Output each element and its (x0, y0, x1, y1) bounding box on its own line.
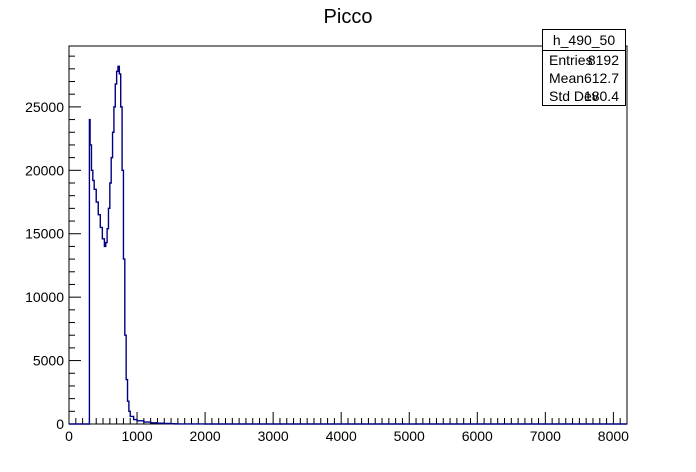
y-tick-label: 15000 (25, 226, 64, 242)
stats-box: h_490_50 Entries 8192 Mean 612.7 Std Dev… (542, 29, 626, 106)
stats-label: Std Dev (549, 88, 599, 104)
stats-row-std-dev: Std Dev 180.4 (543, 87, 625, 105)
x-tick-label: 2000 (190, 428, 221, 444)
y-tick-label: 20000 (25, 162, 64, 178)
stats-value: 612.7 (583, 70, 619, 86)
chart-title: Picco (323, 6, 373, 28)
x-tick-label: 5000 (394, 428, 425, 444)
x-tick-label: 4000 (326, 428, 357, 444)
x-tick-label: 3000 (258, 428, 289, 444)
stats-label: Entries (549, 52, 593, 68)
stats-row-entries: Entries 8192 (543, 51, 625, 69)
stats-histogram-name: h_490_50 (543, 30, 625, 51)
y-tick-label: 25000 (25, 99, 64, 115)
y-tick-label: 0 (56, 416, 64, 432)
stats-value: 180.4 (583, 88, 619, 104)
stats-label: Mean (549, 70, 585, 86)
stats-row-mean: Mean 612.7 (543, 69, 625, 87)
y-tick-label: 5000 (33, 353, 64, 369)
x-tick-label: 6000 (462, 428, 493, 444)
histogram-series-line (69, 65, 627, 425)
stats-value: 8192 (587, 52, 619, 68)
x-tick-label: 8000 (598, 428, 629, 444)
x-tick-label: 7000 (530, 428, 561, 444)
x-tick-label: 1000 (121, 428, 152, 444)
x-tick-label: 0 (65, 428, 73, 444)
y-tick-label: 10000 (25, 289, 64, 305)
